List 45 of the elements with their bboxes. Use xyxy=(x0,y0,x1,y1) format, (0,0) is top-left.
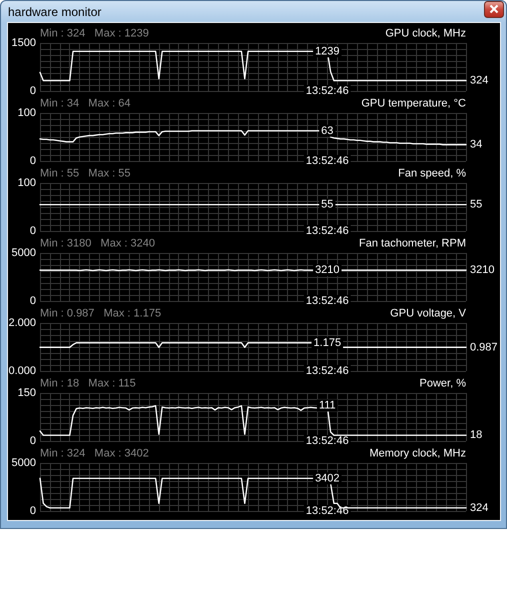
x-tick-label: 13:52:46 xyxy=(306,225,349,237)
y-tick-label: 1500 xyxy=(12,37,36,49)
chart-title: GPU voltage, V xyxy=(390,308,467,320)
data-label: 34 xyxy=(470,138,482,151)
y-tick-label: 2.000 xyxy=(8,317,36,329)
chart-title: Memory clock, MHz xyxy=(369,448,466,460)
chart-subtitle: Min : 324 Max : 3402 xyxy=(40,448,149,460)
chart-title: Fan speed, % xyxy=(398,168,466,180)
data-label: 3210 xyxy=(470,264,494,276)
chart-title: Fan tachometer, RPM xyxy=(359,238,466,250)
x-tick-label: 13:52:46 xyxy=(306,295,349,307)
data-label: 0.987 xyxy=(470,341,498,354)
chart-subtitle: Min : 34 Max : 64 xyxy=(40,98,130,110)
text: hardware monitor xyxy=(8,5,102,19)
chart-subtitle: Min : 324 Max : 1239 xyxy=(40,28,149,40)
y-tick-label: 0 xyxy=(30,85,36,97)
data-label: 63 xyxy=(321,124,334,137)
y-tick-label: 0.000 xyxy=(8,365,36,377)
data-label: 324 xyxy=(470,74,488,87)
chart-title: GPU clock, MHz xyxy=(385,28,466,40)
y-tick-label: 0 xyxy=(30,435,36,447)
x-tick-label: 13:52:46 xyxy=(306,155,349,167)
data-label: 18 xyxy=(470,429,482,442)
chart-subtitle: Min : 0.987 Max : 1.175 xyxy=(40,308,162,320)
y-tick-label: 5000 xyxy=(12,457,36,469)
chart-subtitle: Min : 18 Max : 115 xyxy=(40,378,136,390)
chart-subtitle: Min : 55 Max : 55 xyxy=(40,168,130,180)
y-tick-label: 0 xyxy=(30,295,36,307)
y-tick-label: 5000 xyxy=(12,247,36,259)
chart-subtitle: Min : 3180 Max : 3240 xyxy=(40,238,155,250)
chart-title: GPU temperature, °C xyxy=(361,98,466,110)
y-tick-label: 100 xyxy=(18,177,36,189)
x-tick-label: 13:52:46 xyxy=(306,435,349,447)
data-label: 324 xyxy=(470,502,488,514)
data-label: 55 xyxy=(321,198,334,211)
y-tick-label: 0 xyxy=(30,505,36,517)
chart-title: Power, % xyxy=(420,378,466,390)
x-tick-label: 13:52:46 xyxy=(306,365,349,377)
y-tick-label: 150 xyxy=(18,387,36,399)
data-label: 55 xyxy=(470,198,482,211)
y-tick-label: 100 xyxy=(18,107,36,119)
y-tick-label: 0 xyxy=(30,225,36,237)
x-tick-label: 13:52:46 xyxy=(306,505,349,517)
x-tick-label: 13:52:46 xyxy=(306,85,349,97)
y-tick-label: 0 xyxy=(30,155,36,167)
